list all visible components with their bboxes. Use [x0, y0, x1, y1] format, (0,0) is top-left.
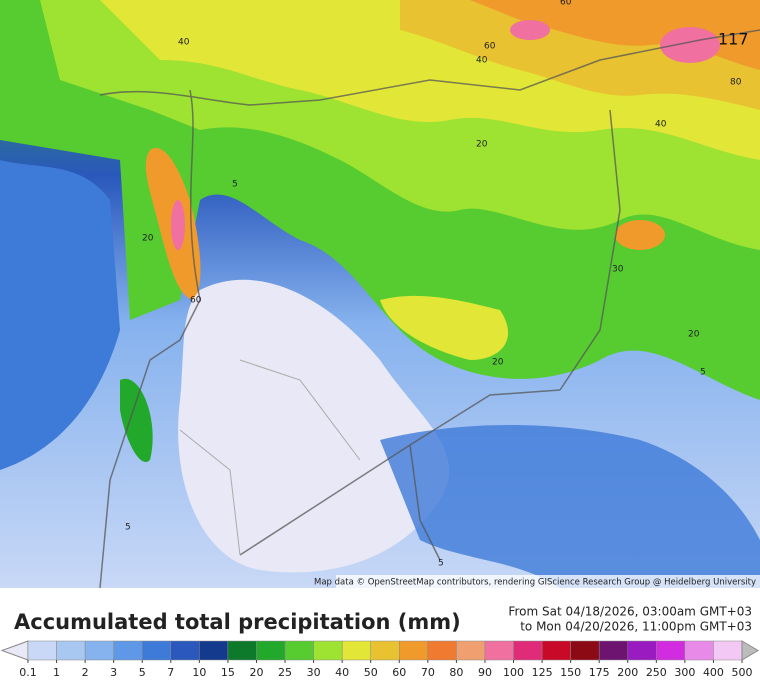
borders — [99, 29, 760, 588]
legend-swatch — [313, 640, 343, 661]
contour-label: 60 — [560, 0, 572, 8]
rain-patch-blue — [380, 425, 760, 588]
contour-label: 5 — [438, 559, 444, 569]
legend-swatch — [656, 640, 686, 661]
rain-patch — [615, 220, 665, 250]
legend-tick-label: 10 — [192, 666, 206, 679]
legend-swatch — [427, 640, 457, 661]
contour-label: 40 — [655, 120, 667, 130]
legend-swatch — [399, 640, 429, 661]
legend-tick-label: 500 — [732, 666, 753, 679]
contour-label: 5 — [125, 523, 131, 533]
legend-tick-label: 60 — [392, 666, 406, 679]
legend-swatch — [84, 640, 114, 661]
contour-label: 60 — [190, 296, 202, 306]
legend-swatch — [513, 640, 543, 661]
legend-tick-label: 125 — [532, 666, 553, 679]
legend-swatch — [341, 640, 371, 661]
legend-swatch — [370, 640, 400, 661]
legend-swatch — [456, 640, 486, 661]
legend-tick-label: 50 — [364, 666, 378, 679]
rain-patch — [380, 295, 509, 360]
contour-label: 5 — [232, 180, 238, 190]
contour-label: 60 — [484, 42, 496, 52]
legend-arrow — [741, 640, 759, 661]
legend-tick-label: 2 — [82, 666, 89, 679]
contour-label: 30 — [612, 265, 624, 275]
legend-tick-label: 400 — [703, 666, 724, 679]
legend-tick-label: 0.1 — [19, 666, 37, 679]
legend-swatch — [141, 640, 172, 661]
contour-label: 20 — [688, 330, 700, 340]
legend-swatch — [199, 640, 229, 661]
legend-swatch — [684, 640, 714, 661]
legend-swatch — [598, 640, 629, 661]
legend-tick-label: 7 — [167, 666, 174, 679]
date-to: to Mon 04/20/2026, 11:00pm GMT+03 — [520, 620, 752, 634]
date-from: From Sat 04/18/2026, 03:00am GMT+03 — [508, 605, 752, 619]
legend-tick-label: 90 — [478, 666, 492, 679]
dry-area — [178, 279, 450, 573]
contour-labels: 40 60 40 60 80 40 117 20 5 20 60 30 20 2… — [125, 0, 749, 569]
contour-label: 80 — [730, 78, 742, 88]
legend-swatch — [27, 640, 57, 661]
legend-swatch — [541, 640, 571, 661]
contour-label: 5 — [700, 368, 706, 378]
rain-core — [660, 27, 720, 63]
legend-swatch — [113, 640, 143, 661]
legend-arrow — [0, 640, 29, 661]
legend-swatch — [227, 640, 257, 661]
location-marker-label: 117 — [718, 30, 749, 49]
legend-tick-label: 300 — [674, 666, 695, 679]
legend-tick-label: 80 — [449, 666, 463, 679]
legend-swatch — [484, 640, 514, 661]
rain-core — [510, 20, 550, 40]
legend-tick-label: 200 — [617, 666, 638, 679]
legend-tick-label: 20 — [249, 666, 263, 679]
legend-swatch — [56, 640, 86, 661]
legend-tick-label: 250 — [646, 666, 667, 679]
rain-patch — [120, 378, 153, 462]
legend-swatch — [713, 640, 743, 661]
legend-tick-label: 15 — [221, 666, 235, 679]
roads — [179, 359, 361, 556]
legend-tick-label: 150 — [560, 666, 581, 679]
legend-swatch — [570, 640, 600, 661]
legend-panel: Accumulated total precipitation (mm) Fro… — [0, 605, 759, 679]
legend-tick-label: 5 — [139, 666, 146, 679]
contour-label: 20 — [476, 140, 488, 150]
contour-label: 40 — [178, 38, 190, 48]
attribution-bg — [336, 575, 760, 588]
rain-patch-blue — [0, 160, 120, 470]
legend-tick-label: 100 — [503, 666, 524, 679]
rain-band-orange — [470, 0, 760, 70]
contour-label: 40 — [476, 56, 488, 66]
legend-tick-label: 40 — [335, 666, 349, 679]
legend-tick-label: 175 — [589, 666, 610, 679]
legend-tick-label: 70 — [421, 666, 435, 679]
title: Accumulated total precipitation (mm) — [14, 610, 461, 634]
legend-swatch — [256, 640, 286, 661]
contour-label: 20 — [492, 358, 504, 368]
rain-core — [171, 200, 185, 250]
legend-swatch — [627, 640, 657, 661]
precipitation-map: 40 60 40 60 80 40 117 20 5 20 60 30 20 2… — [0, 0, 760, 588]
legend-swatch — [284, 640, 314, 661]
legend-swatch — [170, 640, 200, 661]
legend-tick-label: 1 — [53, 666, 60, 679]
legend-tick-label: 25 — [278, 666, 292, 679]
attribution: Map data © OpenStreetMap contributors, r… — [314, 578, 756, 588]
legend-tick-label: 30 — [307, 666, 321, 679]
legend-tick-label: 3 — [110, 666, 117, 679]
contour-label: 20 — [142, 234, 154, 244]
